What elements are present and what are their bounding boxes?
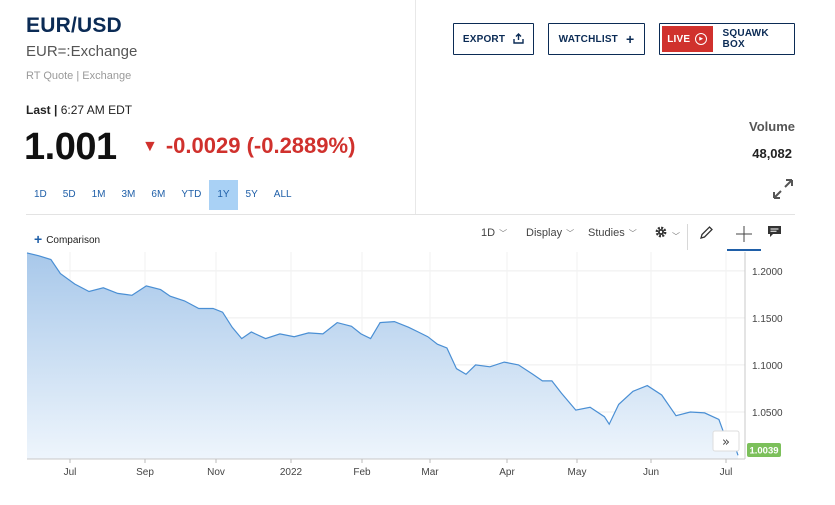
x-tick-label: Apr: [499, 467, 515, 478]
section-divider: [26, 214, 795, 215]
comment-icon: [768, 226, 781, 237]
last-label: Last |: [26, 103, 58, 117]
plus-icon: +: [626, 31, 635, 47]
header-divider: [415, 0, 416, 215]
range-1y[interactable]: 1Y: [209, 180, 238, 210]
x-tick-label: Mar: [421, 467, 439, 478]
squawk-box-button[interactable]: LIVE ▶ SQUAWK BOX: [659, 23, 795, 55]
interval-dropdown[interactable]: 1D ﹀: [481, 227, 507, 239]
scroll-forward-button[interactable]: »: [712, 430, 740, 452]
export-label: EXPORT: [462, 33, 506, 45]
x-tick-label: Jun: [643, 467, 659, 478]
x-tick-label: Feb: [353, 467, 371, 478]
watchlist-button[interactable]: WATCHLIST +: [548, 23, 645, 55]
change-value: -0.0029 (-0.2889%): [165, 133, 356, 158]
current-price-label: 1.0039: [749, 446, 778, 457]
chevron-down-icon: ﹀: [628, 229, 637, 238]
quote-source: RT Quote | Exchange: [26, 70, 132, 82]
price-line: [26, 252, 739, 456]
last-price: 1.001: [24, 126, 117, 168]
play-icon: ▶: [695, 33, 708, 45]
range-6m[interactable]: 6M: [151, 189, 166, 200]
chevron-down-icon: ﹀: [499, 229, 508, 238]
x-tick-label: Sep: [136, 467, 154, 478]
studies-label: Studies: [588, 227, 625, 239]
pencil-icon: [700, 226, 713, 239]
active-tool-indicator: [727, 249, 761, 251]
share-icon: [513, 31, 524, 47]
live-label: LIVE: [667, 33, 691, 45]
export-button[interactable]: EXPORT: [453, 23, 534, 55]
x-axis: Jul Sep Nov 2022 Feb Mar Apr May Jun Jul: [64, 459, 733, 478]
x-tick-label: 2022: [280, 467, 303, 478]
y-tick-label: 1.1500: [752, 314, 783, 325]
x-tick-label: Jul: [64, 467, 77, 478]
y-axis: 1.2000 1.1500 1.1000 1.0500: [752, 267, 783, 419]
display-dropdown[interactable]: Display ﹀: [526, 227, 574, 239]
symbol-title: EUR/USD: [26, 14, 122, 37]
crosshair-tool[interactable]: [729, 221, 759, 247]
studies-dropdown[interactable]: Studies ﹀: [588, 227, 637, 239]
price-change: ▼ -0.0029 (-0.2889%): [142, 133, 355, 159]
price-chart[interactable]: 1.2000 1.1500 1.1000 1.0500 Jul Sep Nov 2022 Fe…: [0, 252, 835, 484]
expand-icon[interactable]: [772, 178, 794, 200]
range-1m[interactable]: 1M: [91, 189, 106, 200]
squawk-label: SQUAWK BOX: [722, 28, 769, 50]
comment-tool[interactable]: [767, 225, 782, 242]
comparison-label: Comparison: [46, 235, 101, 246]
toolbar-divider: [687, 224, 688, 250]
y-tick-label: 1.2000: [752, 267, 783, 278]
chevron-down-icon: ﹀: [672, 232, 680, 241]
price-area: [27, 252, 738, 459]
plus-icon: +: [34, 231, 43, 247]
crosshair-icon: [736, 226, 752, 242]
volume-value: 48,082: [752, 146, 792, 161]
range-5y[interactable]: 5Y: [245, 189, 258, 200]
volume-label: Volume: [749, 119, 795, 134]
current-price-marker: 1.0039: [747, 443, 781, 457]
display-label: Display: [526, 227, 563, 239]
y-tick-label: 1.1000: [752, 361, 783, 372]
last-time: 6:27 AM EDT: [60, 103, 133, 117]
comparison-button[interactable]: + Comparison: [34, 230, 101, 247]
range-all[interactable]: ALL: [273, 189, 292, 200]
range-selector: 1D 5D 1M 3M 6M YTD 1Y 5Y ALL: [26, 180, 300, 210]
gear-icon: [655, 226, 667, 238]
x-tick-label: May: [568, 467, 587, 478]
chevron-down-icon: ﹀: [566, 229, 575, 238]
x-tick-label: Jul: [720, 467, 733, 478]
range-5d[interactable]: 5D: [62, 189, 76, 200]
last-timestamp: Last | 6:27 AM EDT: [26, 103, 132, 117]
settings-dropdown[interactable]: ﹀: [654, 225, 680, 242]
live-badge: LIVE ▶: [662, 26, 713, 52]
exchange-label: EUR=:Exchange: [26, 43, 138, 60]
watchlist-label: WATCHLIST: [558, 33, 618, 45]
current-price-badge: [747, 443, 781, 457]
range-ytd[interactable]: YTD: [181, 189, 202, 200]
range-3m[interactable]: 3M: [121, 189, 136, 200]
down-arrow-icon: ▼: [142, 138, 158, 155]
draw-tool[interactable]: [699, 225, 714, 243]
double-chevron-right-icon: »: [722, 435, 730, 450]
range-1d[interactable]: 1D: [34, 189, 47, 200]
interval-label: 1D: [481, 227, 496, 239]
x-tick-label: Nov: [207, 467, 225, 478]
y-tick-label: 1.0500: [752, 408, 783, 419]
